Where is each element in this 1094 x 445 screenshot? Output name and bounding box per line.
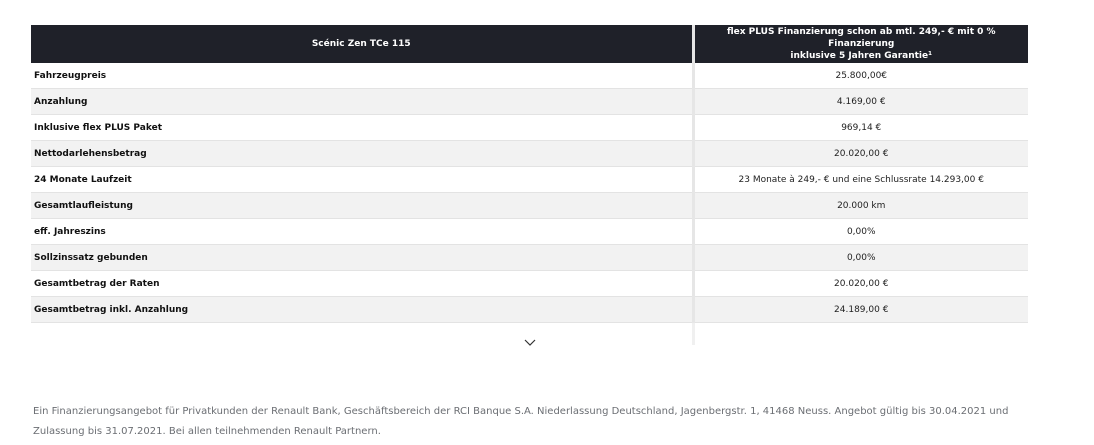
footnote-line1: Ein Finanzierungsangebot für Privatkunde… bbox=[33, 406, 1009, 417]
row-value: 969,14 € bbox=[691, 114, 1028, 141]
legal-footnote: Ein Finanzierungsangebot für Privatkunde… bbox=[33, 402, 1033, 442]
row-label: Anzahlung bbox=[31, 88, 693, 115]
table-header-row: Scénic Zen TCe 115 flex PLUS Finanzierun… bbox=[31, 25, 1028, 63]
table-row: Nettodarlehensbetrag 20.020,00 € bbox=[31, 140, 1028, 167]
row-label: Gesamtbetrag der Raten bbox=[31, 270, 693, 297]
header-offer-line1: flex PLUS Finanzierung schon ab mtl. 249… bbox=[726, 27, 996, 49]
expand-table-button[interactable] bbox=[524, 332, 536, 346]
financing-table: Scénic Zen TCe 115 flex PLUS Finanzierun… bbox=[31, 25, 1028, 345]
table-row: Fahrzeugpreis 25.800,00€ bbox=[31, 63, 1028, 89]
header-offer: flex PLUS Finanzierung schon ab mtl. 249… bbox=[691, 25, 1028, 63]
table-row: Inklusive flex PLUS Paket 969,14 € bbox=[31, 114, 1028, 141]
row-label: Gesamtbetrag inkl. Anzahlung bbox=[31, 296, 693, 323]
row-value: 24.189,00 € bbox=[691, 296, 1028, 323]
table-row-faded bbox=[31, 322, 1028, 345]
table-row: Sollzinssatz gebunden 0,00% bbox=[31, 244, 1028, 271]
table-row: 24 Monate Laufzeit 23 Monate à 249,- € u… bbox=[31, 166, 1028, 193]
chevron-down-icon bbox=[524, 339, 536, 346]
row-label: eff. Jahreszins bbox=[31, 218, 693, 245]
row-value: 0,00% bbox=[691, 218, 1028, 245]
row-value: 20.000 km bbox=[691, 192, 1028, 219]
row-value: 25.800,00€ bbox=[691, 63, 1028, 89]
row-value: 20.020,00 € bbox=[691, 270, 1028, 297]
table-row: Gesamtbetrag der Raten 20.020,00 € bbox=[31, 270, 1028, 297]
row-label: 24 Monate Laufzeit bbox=[31, 166, 693, 193]
header-offer-line2: inklusive 5 Jahren Garantie¹ bbox=[790, 51, 933, 61]
row-value: 0,00% bbox=[691, 244, 1028, 271]
row-label: Fahrzeugpreis bbox=[31, 63, 693, 89]
header-model: Scénic Zen TCe 115 bbox=[31, 25, 693, 63]
table-row: Gesamtbetrag inkl. Anzahlung 24.189,00 € bbox=[31, 296, 1028, 323]
row-label: Inklusive flex PLUS Paket bbox=[31, 114, 693, 141]
financing-table-container: Scénic Zen TCe 115 flex PLUS Finanzierun… bbox=[31, 25, 1028, 345]
row-value: 20.020,00 € bbox=[691, 140, 1028, 167]
row-value: 23 Monate à 249,- € und eine Schlussrate… bbox=[691, 166, 1028, 193]
row-label: Nettodarlehensbetrag bbox=[31, 140, 693, 167]
table-row: Anzahlung 4.169,00 € bbox=[31, 88, 1028, 115]
footnote-line2: Zulassung bis 31.07.2021. Bei allen teil… bbox=[33, 426, 381, 437]
row-value: 4.169,00 € bbox=[691, 88, 1028, 115]
row-label: Sollzinssatz gebunden bbox=[31, 244, 693, 271]
table-row: Gesamtlaufleistung 20.000 km bbox=[31, 192, 1028, 219]
row-label: Gesamtlaufleistung bbox=[31, 192, 693, 219]
table-row: eff. Jahreszins 0,00% bbox=[31, 218, 1028, 245]
